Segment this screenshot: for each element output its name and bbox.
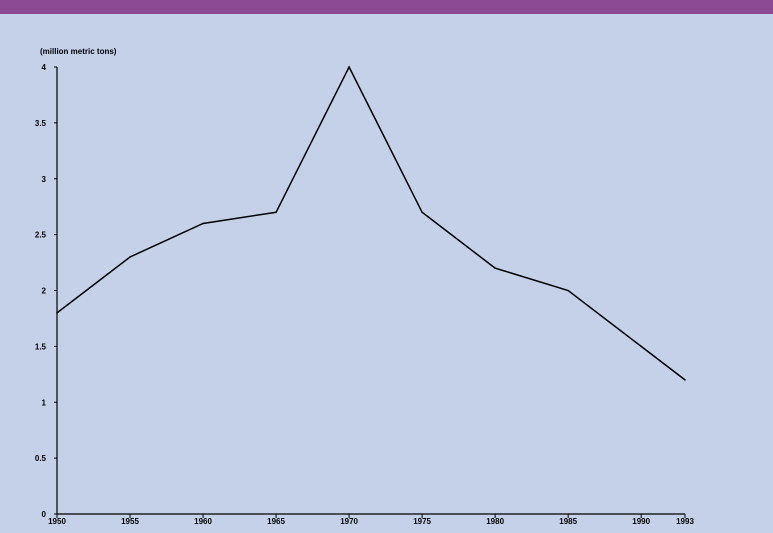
series-layer bbox=[56, 65, 686, 381]
y-tick-label: 2 bbox=[42, 287, 47, 296]
data-point bbox=[567, 289, 569, 292]
top-banner-bar bbox=[0, 0, 773, 14]
x-tick-label: 1993 bbox=[676, 517, 694, 526]
data-point bbox=[640, 345, 642, 348]
y-tick-label: 3 bbox=[42, 175, 47, 184]
data-point bbox=[684, 379, 686, 381]
x-tick-label: 1950 bbox=[48, 517, 66, 526]
series-line bbox=[56, 65, 686, 381]
y-axis-ticks: 0 0.5 1 1.5 2 2.5 3 3.5 4 bbox=[35, 63, 57, 519]
y-tick-label: 1.5 bbox=[35, 342, 47, 351]
x-tick-label: 1975 bbox=[413, 517, 431, 526]
data-point bbox=[348, 66, 350, 68]
data-point bbox=[421, 211, 423, 214]
x-axis-ticks: 1950 1955 1960 1965 1970 1975 1980 1985 1990 1993 bbox=[48, 514, 694, 526]
y-axis-unit-label: (million metric tons) bbox=[40, 47, 117, 56]
data-point bbox=[202, 222, 204, 225]
y-tick-label: 4 bbox=[42, 63, 47, 72]
y-tick-label: 1 bbox=[42, 398, 47, 407]
data-point bbox=[494, 267, 496, 269]
data-point bbox=[129, 256, 131, 258]
x-tick-label: 1990 bbox=[632, 517, 650, 526]
x-tick-label: 1965 bbox=[267, 517, 285, 526]
data-point bbox=[275, 211, 277, 214]
x-tick-label: 1955 bbox=[121, 517, 139, 526]
y-tick-label: 0 bbox=[42, 510, 47, 519]
x-tick-label: 1970 bbox=[340, 517, 358, 526]
y-tick-label: 2.5 bbox=[35, 231, 47, 240]
data-point bbox=[56, 312, 58, 314]
y-tick-label: 0.5 bbox=[35, 454, 47, 463]
x-tick-label: 1960 bbox=[194, 517, 212, 526]
y-tick-label: 3.5 bbox=[35, 119, 47, 128]
x-tick-label: 1985 bbox=[559, 517, 577, 526]
x-tick-label: 1980 bbox=[486, 517, 504, 526]
